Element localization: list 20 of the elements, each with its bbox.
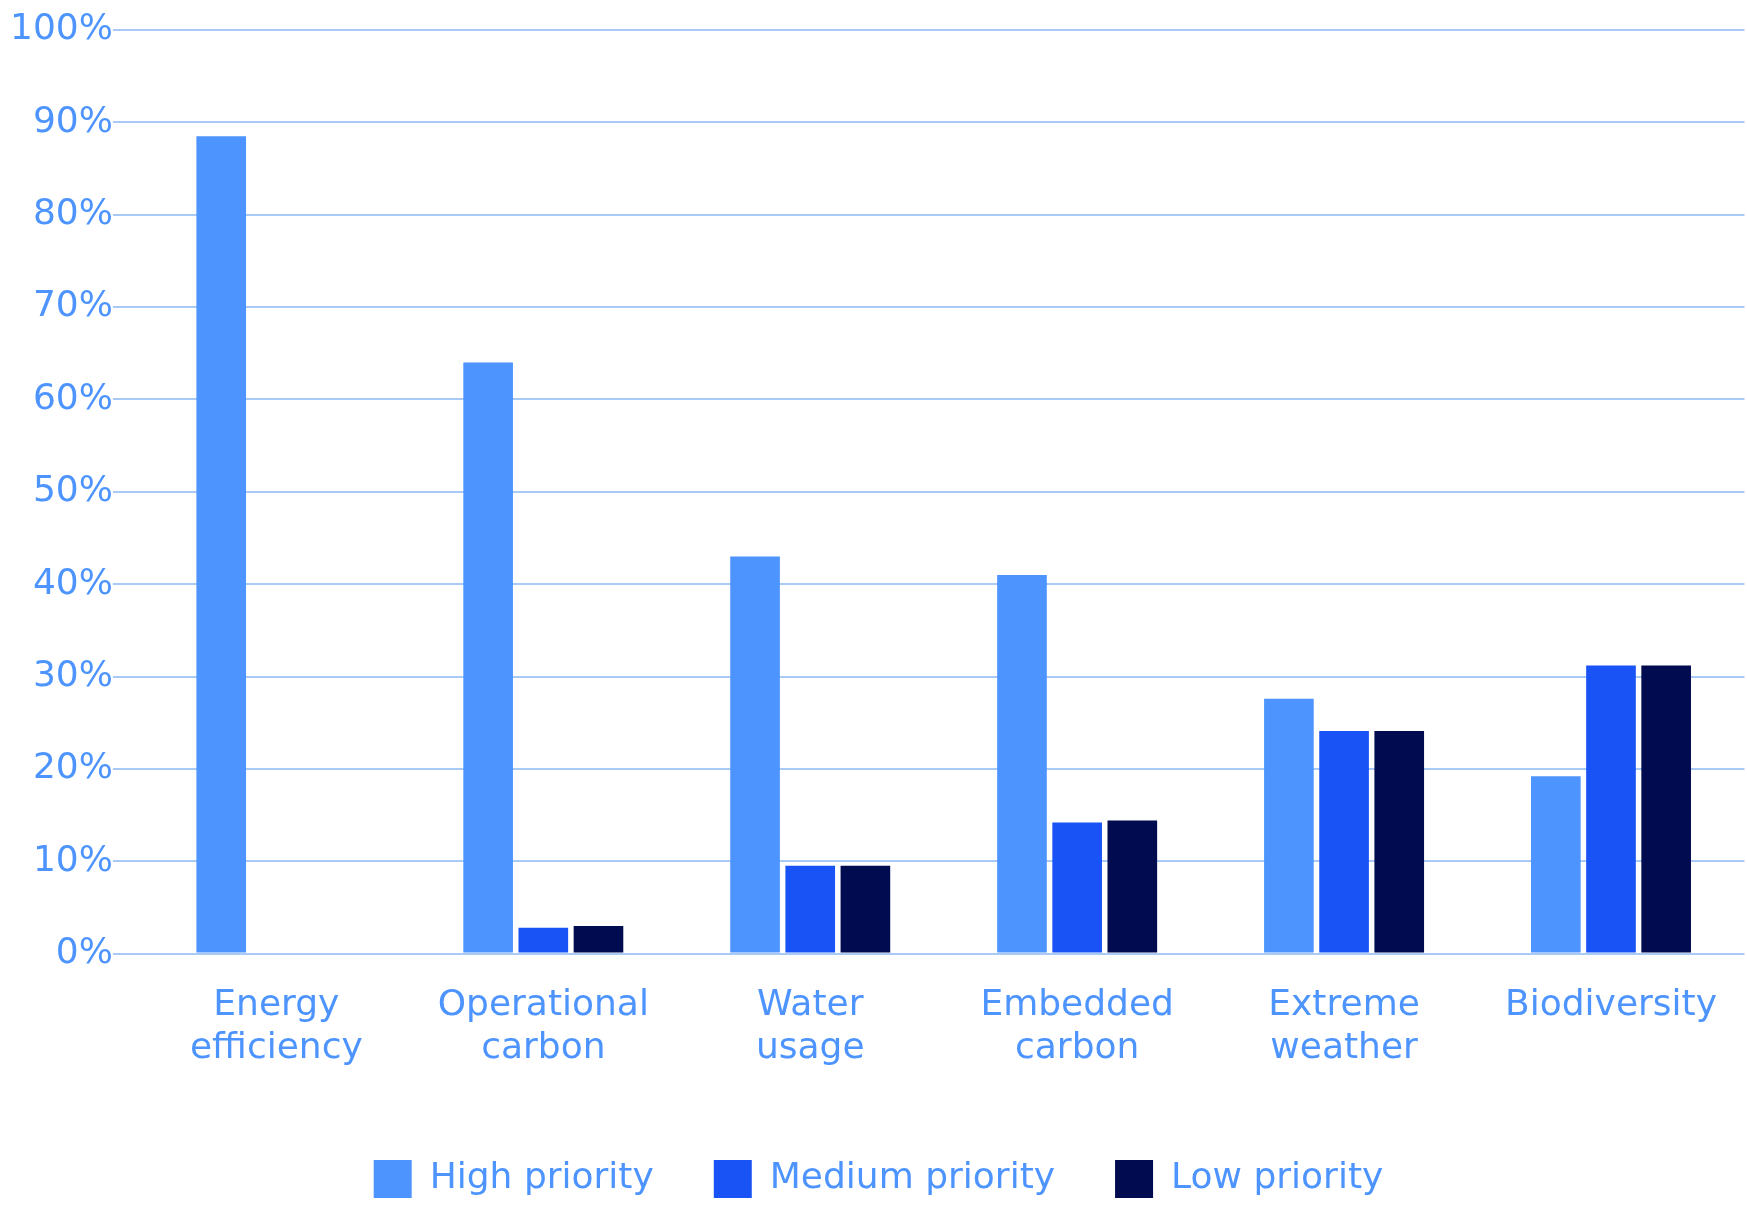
x-tick-label: Biodiversity <box>1504 981 1717 1023</box>
y-tick-label: 60% <box>32 375 113 417</box>
legend-label: Medium priority <box>769 1155 1056 1197</box>
y-tick-label: 80% <box>32 191 113 233</box>
x-tick-label: Water usage <box>755 981 865 1066</box>
y-tick-label: 40% <box>32 560 113 602</box>
legend-label: Low priority <box>1171 1155 1384 1197</box>
x-tick-label: Operational carbon <box>437 981 649 1066</box>
y-tick-label: 0% <box>55 929 113 971</box>
y-tick-label: 100% <box>10 6 113 48</box>
x-tick-label: Embedded carbon <box>980 981 1174 1066</box>
x-tick-label: Extreme weather <box>1268 981 1420 1066</box>
y-tick-label: 10% <box>32 837 113 879</box>
x-tick-label: Energy efficiency <box>189 981 363 1066</box>
y-tick-label: 50% <box>32 468 113 510</box>
legend-label: High priority <box>429 1155 654 1197</box>
y-tick-label: 90% <box>32 98 113 140</box>
y-tick-label: 20% <box>32 745 113 787</box>
y-tick-label: 70% <box>32 283 113 325</box>
y-tick-label: 30% <box>32 652 113 694</box>
